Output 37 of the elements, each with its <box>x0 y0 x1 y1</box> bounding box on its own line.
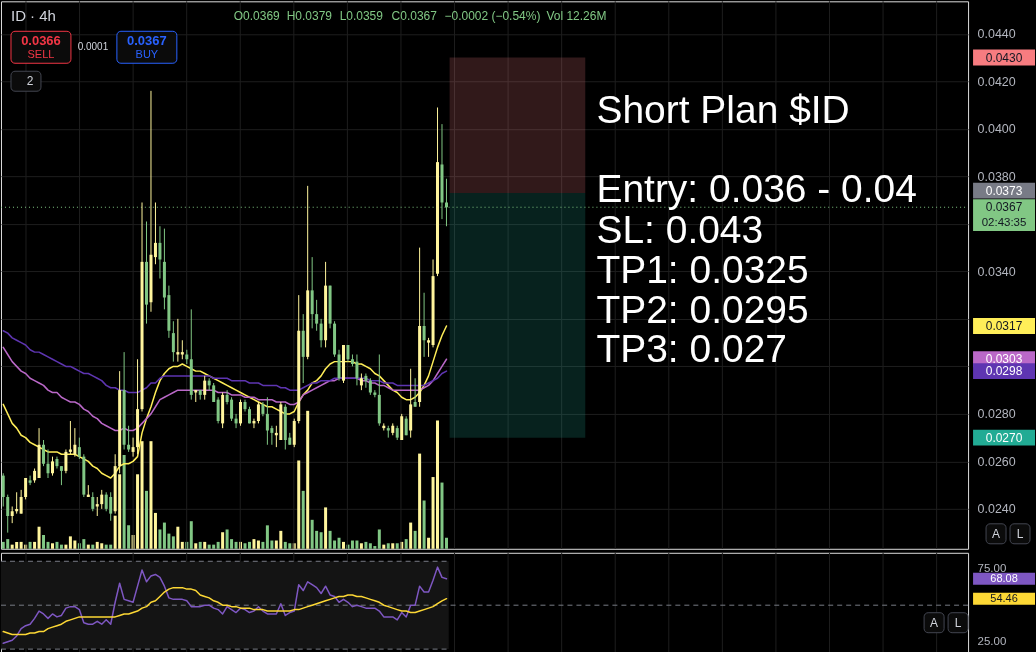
text: 0.0373 <box>985 183 1023 198</box>
annotation: Short Plan $ID <box>596 88 850 132</box>
text: 0.0270 <box>985 430 1023 445</box>
y-tick-label: 0.0440 <box>977 27 1016 42</box>
annotation: 2 <box>26 74 34 89</box>
annotation: 0.0001 <box>77 41 109 53</box>
y-tick-label: 0.0260 <box>977 454 1016 469</box>
y-tick-label: 0.0340 <box>977 264 1016 279</box>
chart-title: ID · 4h <box>10 7 56 25</box>
text: 0.0430 <box>985 50 1023 65</box>
text: A <box>992 526 1001 541</box>
annotation: L0.0359 <box>339 9 384 24</box>
annotation: BUY <box>135 48 159 61</box>
y-tick-label: 0.0420 <box>977 74 1016 89</box>
annotation: A <box>930 615 939 630</box>
annotation: O0.0369 <box>233 9 281 24</box>
annotation: 0.0367 <box>127 33 167 49</box>
text: L <box>1016 526 1024 541</box>
text: 0.0303 <box>985 352 1023 367</box>
text: 54.46 <box>990 591 1018 604</box>
y-tick-label: 0.0380 <box>977 169 1016 184</box>
annotation: H0.0379 <box>286 9 333 24</box>
annotation: −0.0002 (−0.54%) <box>444 9 541 24</box>
text: 0.0298 <box>985 364 1023 379</box>
annotation: Vol 12.26M <box>546 9 607 24</box>
annotation: 0.0366 <box>21 33 61 49</box>
y-tick-label: 0.0400 <box>977 122 1016 137</box>
ref-line-label: 0.0367 <box>985 200 1023 215</box>
y-tick-label: 0.0280 <box>977 407 1016 422</box>
annotation: C0.0367 <box>391 9 438 24</box>
y-tick-label: 25.00 <box>977 635 1007 648</box>
annotation: L <box>954 615 962 630</box>
text: 02:43:35 <box>981 216 1027 229</box>
annotation: SELL <box>27 48 55 61</box>
annotation: Entry: 0.036 - 0.04 <box>596 167 917 211</box>
y-tick-label: 0.0240 <box>977 502 1016 517</box>
text: 0.0317 <box>985 318 1023 333</box>
